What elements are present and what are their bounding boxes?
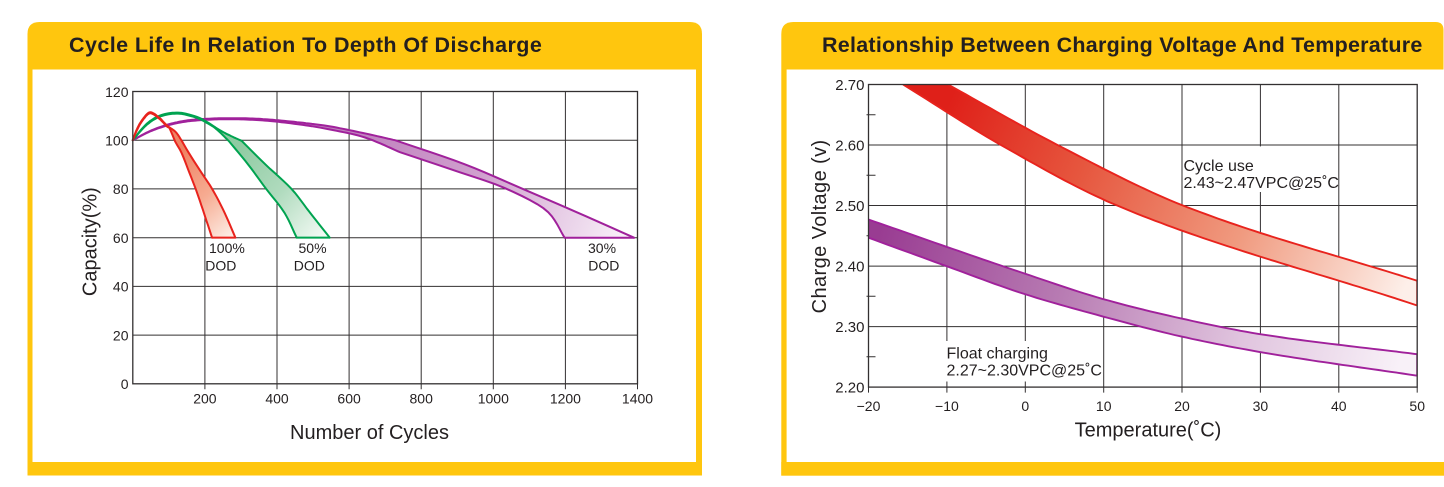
svg-text:30%: 30%: [588, 240, 616, 256]
svg-text:−20: −20: [857, 398, 881, 414]
svg-text:Cycle Life In Relation To Dept: Cycle Life In Relation To Depth Of Disch…: [69, 33, 542, 57]
svg-text:Capacity(%): Capacity(%): [80, 187, 102, 296]
svg-text:−10: −10: [935, 398, 959, 414]
svg-text:60: 60: [113, 230, 129, 246]
svg-text:2.43~2.47VPC@25˚C: 2.43~2.47VPC@25˚C: [1184, 175, 1339, 192]
svg-text:DOD: DOD: [294, 257, 325, 273]
svg-text:DOD: DOD: [588, 257, 619, 273]
svg-text:40: 40: [1331, 398, 1347, 414]
svg-text:Relationship Between Charging: Relationship Between Charging Voltage An…: [822, 33, 1423, 57]
svg-text:100%: 100%: [209, 240, 245, 256]
svg-text:600: 600: [337, 391, 361, 407]
svg-text:1200: 1200: [550, 391, 581, 407]
svg-text:Number of Cycles: Number of Cycles: [290, 422, 449, 444]
svg-text:50: 50: [1409, 398, 1425, 414]
svg-text:2.50: 2.50: [835, 198, 864, 215]
svg-text:20: 20: [1174, 398, 1190, 414]
svg-text:0: 0: [121, 376, 129, 392]
svg-text:Cycle use: Cycle use: [1184, 158, 1254, 175]
svg-text:800: 800: [410, 391, 434, 407]
svg-text:0: 0: [1021, 398, 1029, 414]
svg-text:Charge Voltage (v): Charge Voltage (v): [809, 139, 831, 313]
svg-text:80: 80: [113, 181, 129, 197]
svg-text:400: 400: [265, 391, 289, 407]
svg-text:1000: 1000: [478, 391, 509, 407]
svg-text:2.40: 2.40: [835, 258, 864, 275]
svg-text:40: 40: [113, 279, 129, 295]
svg-text:Temperature(˚C): Temperature(˚C): [1075, 420, 1222, 442]
svg-text:200: 200: [193, 391, 217, 407]
svg-text:2.70: 2.70: [835, 77, 864, 94]
svg-text:2.20: 2.20: [835, 379, 864, 396]
svg-text:2.27~2.30VPC@25˚C: 2.27~2.30VPC@25˚C: [947, 363, 1102, 380]
svg-text:50%: 50%: [299, 240, 327, 256]
svg-text:DOD: DOD: [205, 257, 236, 273]
svg-text:Float charging: Float charging: [947, 345, 1048, 362]
svg-text:120: 120: [105, 84, 129, 100]
svg-text:1400: 1400: [622, 391, 653, 407]
svg-text:100: 100: [105, 133, 129, 149]
svg-text:2.30: 2.30: [835, 319, 864, 336]
svg-text:20: 20: [113, 327, 129, 343]
svg-text:30: 30: [1253, 398, 1269, 414]
svg-text:10: 10: [1096, 398, 1112, 414]
svg-text:2.60: 2.60: [835, 137, 864, 154]
